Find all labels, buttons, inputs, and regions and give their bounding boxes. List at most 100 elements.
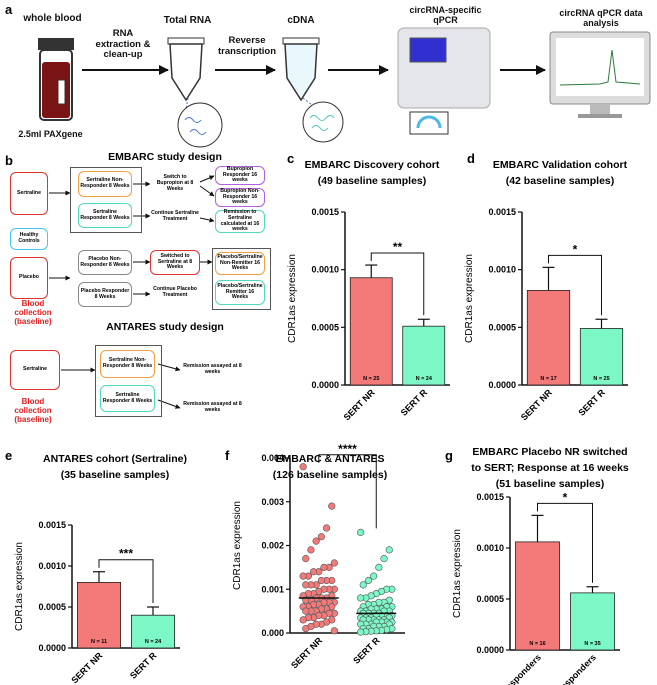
point: [302, 607, 310, 615]
design-box: Placebo: [10, 257, 48, 299]
y-tick-label: 0.0010: [38, 561, 66, 571]
cdna-tube: [282, 37, 344, 143]
point: [320, 563, 328, 571]
point: [359, 581, 367, 589]
point: [299, 463, 307, 471]
bar: [349, 277, 393, 386]
design-step: Remission assayed at 8 weeks: [183, 363, 242, 375]
point: [302, 625, 310, 633]
n-label: N = 25: [593, 376, 609, 382]
chart-title: EMBARC Validation cohort: [493, 159, 628, 171]
significance-bracket: [537, 502, 593, 583]
significance-bracket: [370, 252, 425, 316]
design-box: Sertraline: [10, 350, 60, 390]
design-box: Placebo/Sertraline Remitter 16 Weeks: [215, 280, 265, 305]
chart-title: (51 baseline samples): [496, 478, 605, 490]
chart-title: EMBARC & ANTARES: [275, 453, 384, 465]
bar: [570, 592, 615, 651]
chart-title: EMBARC Placebo NR switched: [472, 446, 627, 458]
design-box: Healthy Controls: [10, 228, 48, 250]
point: [328, 502, 336, 510]
design-box: Remission to Sertraline calculated at 16…: [215, 209, 265, 233]
y-tick-label: 0.0010: [476, 543, 504, 553]
y-axis-label: CDR1as expression: [452, 529, 463, 618]
n-label: N = 35: [584, 641, 600, 647]
label: whole blood: [23, 13, 82, 25]
n-label: N = 11: [91, 639, 107, 645]
point: [299, 616, 307, 624]
n-label: N = 24: [145, 639, 162, 645]
y-tick-label: 0.0015: [488, 207, 516, 217]
x-tick-label: SERT NR: [342, 387, 377, 422]
group-frame: [70, 167, 142, 233]
panel-letter: f: [225, 448, 230, 463]
design-box: Placebo Non-Responder 8 Weeks: [78, 250, 132, 275]
y-tick-label: 0.0000: [476, 645, 504, 655]
point: [307, 546, 315, 554]
panel-letter: b: [5, 153, 13, 168]
n-label: N = 24: [416, 376, 433, 382]
y-tick-label: 0.002: [261, 541, 284, 551]
panel-letter: c: [287, 151, 294, 166]
point: [357, 594, 365, 602]
point: [385, 546, 393, 554]
point: [364, 576, 373, 585]
section-title: ANTARES study design: [106, 321, 224, 333]
n-label: N = 25: [363, 376, 379, 382]
y-tick-label: 0.0000: [488, 380, 516, 390]
design-step: Continue Sertraline Treatment: [151, 210, 199, 222]
group-frame: [95, 345, 162, 417]
x-tick-label: SERT R: [576, 387, 607, 418]
y-axis-label: CDR1as expression: [14, 542, 25, 631]
bar: [77, 582, 122, 649]
design-step: Switch to Bupropion at 8 Weeks: [156, 174, 194, 192]
point: [299, 572, 307, 580]
significance-bracket: [98, 559, 154, 603]
label: Reverse transcription: [217, 35, 277, 57]
y-tick-label: 0.0000: [311, 380, 339, 390]
point: [375, 563, 383, 571]
chart-title: (126 baseline samples): [273, 469, 387, 481]
point: [357, 628, 365, 636]
point: [370, 572, 378, 580]
design-box: Placebo Responder 8 Weeks: [78, 282, 132, 307]
x-tick-label: SERT R: [128, 650, 159, 681]
significance-bracket: [548, 254, 602, 316]
y-tick-label: 0.0010: [311, 265, 339, 275]
x-tick-label: Responders: [554, 652, 598, 685]
blood-collection-label: Blood collection (baseline): [14, 299, 52, 326]
y-tick-label: 0.0010: [488, 265, 516, 275]
design-box: Placebo/Sertraline Non-Remitter 16 Weeks: [215, 252, 265, 275]
x-tick-label: SERT NR: [289, 635, 324, 670]
bar: [579, 328, 624, 386]
significance-bracket: [318, 454, 377, 529]
design-box: Bupropion Non-Responder 16 weeks: [215, 188, 265, 207]
significance: *: [573, 242, 578, 256]
significance: ***: [119, 547, 133, 561]
y-tick-label: 0.000: [261, 628, 284, 638]
design-box: Sertraline: [10, 172, 48, 215]
design-box: Sertraline Responder 8 Weeks: [78, 203, 132, 228]
chart-title: EMBARC Discovery cohort: [305, 159, 440, 171]
y-tick-label: 0.0005: [311, 322, 339, 332]
bar: [402, 325, 446, 386]
qpcr-machine: [397, 27, 491, 135]
label: 2.5ml PAXgene: [18, 128, 83, 139]
bar: [130, 614, 175, 649]
x-tick-label: SERT NR: [69, 650, 104, 685]
chart-title: (35 baseline samples): [61, 469, 170, 481]
design-step: Remission assayed at 8 weeks: [183, 401, 242, 413]
y-tick-label: 0.0015: [38, 520, 66, 530]
panel-letter: a: [5, 2, 13, 17]
y-tick-label: 0.0015: [311, 207, 339, 217]
design-box: Bupropion Responder 16 weeks: [215, 166, 265, 185]
point: [322, 524, 331, 532]
panel-letter: e: [5, 448, 12, 463]
group-frame: [212, 248, 271, 310]
y-axis-label: CDR1as expression: [232, 501, 243, 590]
label: cDNA: [287, 15, 315, 27]
y-tick-label: 0.003: [261, 497, 284, 507]
label: Total RNA: [163, 15, 212, 27]
y-tick-label: 0.0005: [476, 594, 504, 604]
